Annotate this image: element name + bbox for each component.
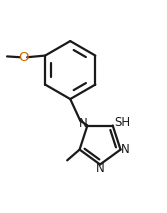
Text: N: N [121, 143, 130, 156]
Text: N: N [78, 117, 87, 130]
Text: SH: SH [114, 116, 130, 129]
Text: O: O [18, 51, 29, 64]
Text: N: N [96, 162, 104, 175]
